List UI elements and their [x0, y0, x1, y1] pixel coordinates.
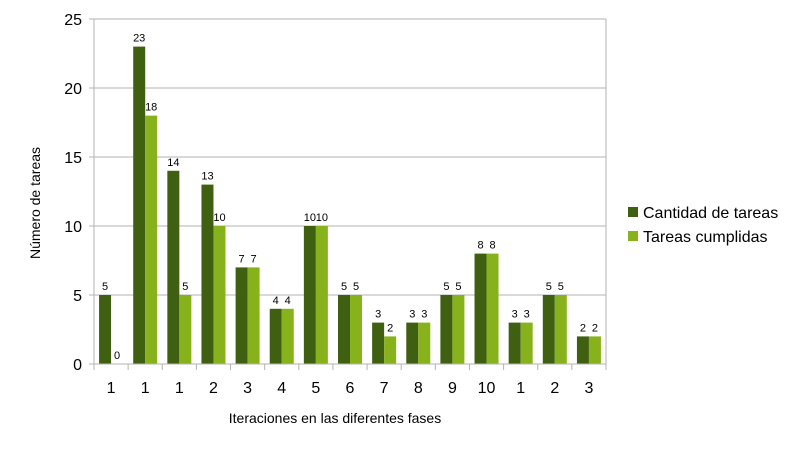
legend-swatch-series-1 [628, 207, 638, 217]
bar-series-2 [145, 115, 158, 364]
data-label-series-2: 0 [114, 350, 120, 362]
bar-series-2 [486, 253, 499, 364]
bar-series-1 [99, 295, 112, 364]
data-label-series-1: 4 [273, 295, 279, 307]
data-label-series-1: 5 [443, 281, 449, 293]
bar-series-2 [384, 336, 397, 364]
data-label-series-2: 5 [182, 281, 188, 293]
y-tick-label: 5 [73, 288, 82, 305]
data-label-series-2: 10 [316, 212, 328, 224]
bar-series-2 [247, 267, 260, 364]
data-label-series-1: 5 [102, 281, 108, 293]
data-label-series-1: 14 [167, 157, 179, 169]
bar-series-2 [213, 226, 226, 364]
bar-series-2 [315, 226, 328, 364]
bar-series-1 [269, 308, 282, 364]
data-label-series-2: 4 [285, 295, 291, 307]
x-tick-label: 1 [175, 380, 184, 397]
bar-series-2 [520, 322, 533, 364]
bars [99, 46, 601, 364]
bar-series-2 [554, 295, 567, 364]
data-label-series-1: 8 [477, 240, 483, 252]
x-tick-label: 3 [243, 380, 252, 397]
x-tick-label: 6 [346, 380, 355, 397]
data-label-series-2: 2 [387, 322, 393, 334]
bar-series-1 [338, 295, 350, 364]
data-label-series-2: 3 [421, 309, 427, 321]
y-tick-label: 15 [64, 150, 82, 167]
x-tick-label: 7 [380, 380, 389, 397]
legend-label-series-2: Tareas cumplidas [643, 229, 768, 246]
bar-series-1 [235, 267, 248, 364]
y-tick-label: 10 [64, 219, 82, 236]
data-label-series-2: 5 [455, 281, 461, 293]
x-tick-label: 3 [584, 380, 593, 397]
x-tick-label: 4 [277, 380, 286, 397]
x-tick-label: 5 [311, 380, 320, 397]
data-label-series-2: 3 [524, 309, 530, 321]
bar-series-1 [576, 336, 589, 364]
x-axis-title: Iteraciones en las diferentes fases [229, 410, 441, 426]
data-label-series-1: 3 [375, 309, 381, 321]
data-label-series-2: 5 [353, 281, 359, 293]
data-label-series-1: 5 [341, 281, 347, 293]
x-tick-label: 8 [414, 380, 423, 397]
data-label-series-2: 5 [558, 281, 564, 293]
data-label-series-2: 10 [213, 212, 225, 224]
data-label-series-1: 23 [133, 33, 145, 45]
x-tick-label: 10 [478, 380, 496, 397]
bar-series-2 [179, 295, 192, 364]
bar-series-1 [133, 46, 146, 364]
legend-label-series-1: Cantidad de tareas [643, 205, 778, 222]
bar-series-1 [440, 295, 453, 364]
data-label-series-1: 5 [546, 281, 552, 293]
x-tick-labels: 1 1 1 2 3 4 5 6 7 8 9 10 1 2 3 [107, 380, 594, 397]
x-tick-label: 2 [209, 380, 218, 397]
data-label-series-1: 10 [304, 212, 316, 224]
y-axis-title: Número de tareas [27, 147, 43, 259]
bar-series-2 [418, 322, 431, 364]
x-tick-label: 1 [141, 380, 150, 397]
data-label-series-1: 3 [512, 309, 518, 321]
y-tick-label: 0 [73, 357, 82, 374]
bar-series-2 [350, 295, 362, 364]
data-label-series-2: 8 [489, 240, 495, 252]
bar-series-2 [281, 308, 294, 364]
data-label-series-2: 2 [592, 322, 598, 334]
y-tick-labels: 0 5 10 15 20 25 [64, 12, 82, 374]
bar-series-2 [588, 336, 601, 364]
bar-series-1 [542, 295, 555, 364]
bar-series-1 [201, 184, 214, 364]
bar-series-1 [474, 253, 487, 364]
data-label-series-2: 18 [145, 102, 157, 114]
x-tick-label: 1 [516, 380, 525, 397]
bar-series-1 [372, 322, 385, 364]
bar-series-1 [303, 226, 316, 364]
data-label-series-1: 3 [409, 309, 415, 321]
legend-swatch-series-2 [628, 231, 638, 241]
y-tick-label: 20 [64, 81, 82, 98]
data-label-series-1: 13 [201, 171, 213, 183]
x-tick-label: 2 [550, 380, 559, 397]
bar-series-2 [452, 295, 465, 364]
legend: Cantidad de tareas Tareas cumplidas [628, 205, 778, 246]
x-tick-label: 9 [448, 380, 457, 397]
x-tick-label: 1 [107, 380, 116, 397]
bar-series-1 [167, 170, 180, 364]
bar-series-1 [508, 322, 521, 364]
data-label-series-2: 7 [251, 253, 257, 265]
bar-series-1 [406, 322, 419, 364]
axes [89, 18, 607, 370]
data-label-series-1: 7 [239, 253, 245, 265]
y-tick-label: 25 [64, 12, 82, 29]
data-label-series-1: 2 [580, 322, 586, 334]
